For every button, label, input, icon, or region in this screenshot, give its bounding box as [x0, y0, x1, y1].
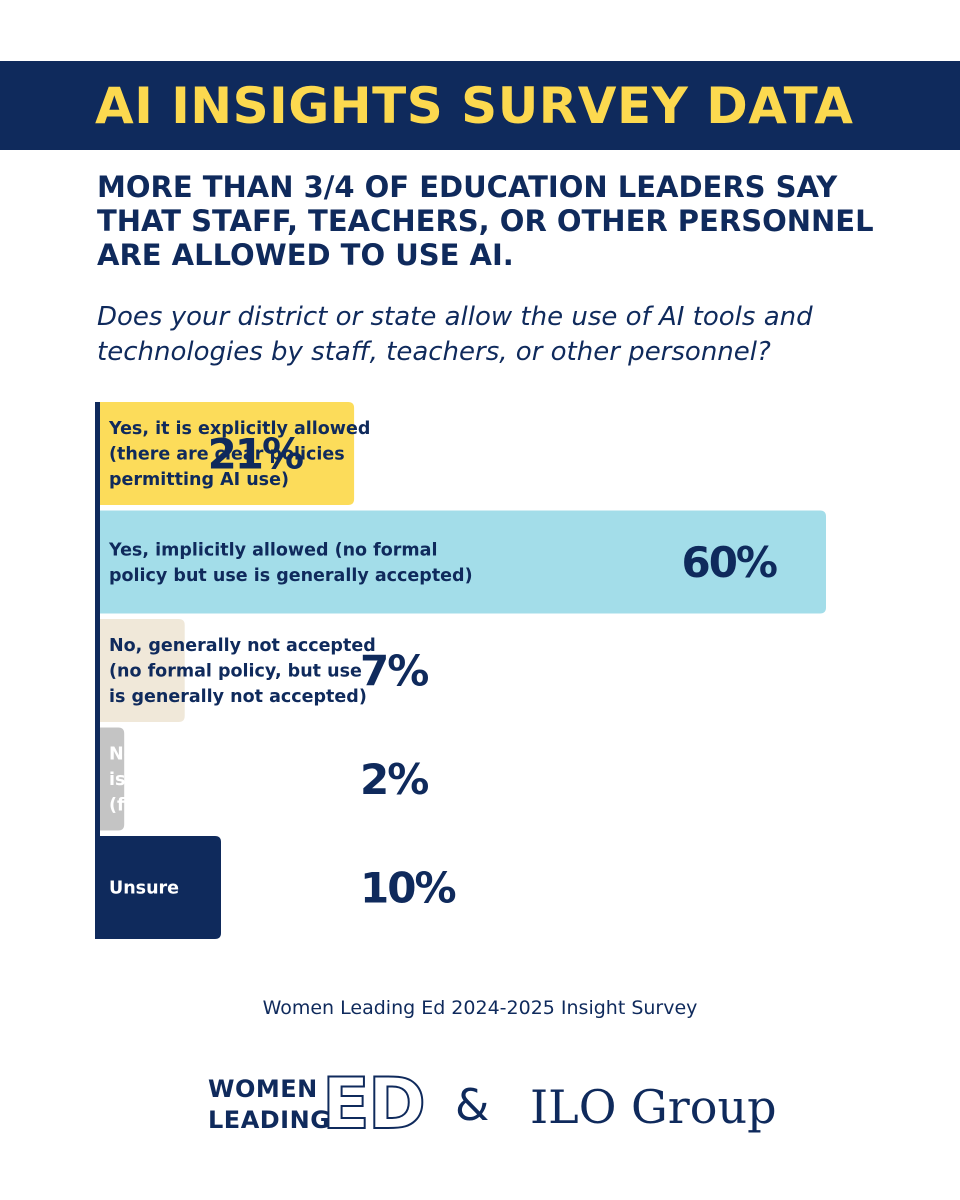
- value-label-yes-implicitly-allowed-no-formal: 60%: [681, 538, 776, 587]
- logo-women-text: WOMEN: [208, 1075, 318, 1103]
- ampersand: &: [455, 1080, 490, 1131]
- bar-yes-implicitly-allowed-no-formal: [100, 510, 826, 614]
- bar-no-use-of-ai-tools: [100, 727, 125, 831]
- category-label-line: (formal policy prohibits): [109, 796, 349, 816]
- bar-unsure: [100, 836, 221, 939]
- category-label-line: Yes, implicitly allowed (no formal: [108, 540, 437, 560]
- bar-no-generally-not-accepted: [100, 619, 185, 722]
- survey-question: Does your district or state allow the us…: [97, 302, 813, 367]
- category-label-line: (no formal policy, but use: [109, 662, 362, 682]
- title-banner: AI INSIGHTS SURVEY DATA: [0, 61, 960, 150]
- value-label-unsure: 10%: [360, 864, 455, 913]
- logo-leading-text: LEADING: [208, 1106, 331, 1134]
- logo-row: WOMEN LEADING ED & ILO Group: [0, 1060, 960, 1160]
- category-label-line: Yes, it is explicitly allowed: [108, 419, 370, 439]
- logo-ed-text: ED: [321, 1063, 427, 1145]
- category-label-yes-implicitly-allowed-no-formal: Yes, implicitly allowed (no formal policy…: [108, 540, 473, 586]
- headline: MORE THAN 3/4 OF EDUCATION LEADERS SAY T…: [97, 170, 874, 272]
- category-label-no-generally-not-accepted: No, generally not accepted (no formal pol…: [109, 636, 376, 707]
- category-label-line: policy but use is generally accepted): [109, 566, 473, 586]
- value-label-no-use-of-ai-tools: 2%: [360, 755, 428, 804]
- category-label-line: (there are clear policies: [109, 445, 345, 465]
- category-label-yes-it-is-explicitly-allowed: Yes, it is explicitly allowed (there are …: [108, 419, 370, 490]
- category-label-unsure: Unsure: [109, 879, 179, 899]
- category-label-line: No, generally not accepted: [109, 636, 376, 656]
- value-label-no-generally-not-accepted: 7%: [360, 647, 428, 696]
- bar-yes-it-is-explicitly-allowed: [100, 402, 355, 505]
- bar-chart: Yes, it is explicitly allowed (there are …: [95, 402, 826, 939]
- page-title: AI INSIGHTS SURVEY DATA: [95, 77, 854, 135]
- category-label-line: is not permitted: [109, 770, 269, 790]
- ilo-group-logo: ILO Group: [530, 1080, 777, 1134]
- category-label-line: is generally not accepted): [109, 687, 367, 707]
- category-label-line: permitting AI use): [109, 470, 289, 490]
- chart-axis-line: [95, 402, 100, 939]
- category-label-line: Unsure: [109, 879, 179, 899]
- source-note: Women Leading Ed 2024-2025 Insight Surve…: [262, 997, 698, 1019]
- category-label-no-use-of-ai-tools: No, use of AI tools is not permitted (form…: [109, 745, 349, 816]
- value-label-yes-it-is-explicitly-allowed: 21%: [208, 430, 303, 479]
- category-label-line: No, use of AI tools: [109, 745, 290, 765]
